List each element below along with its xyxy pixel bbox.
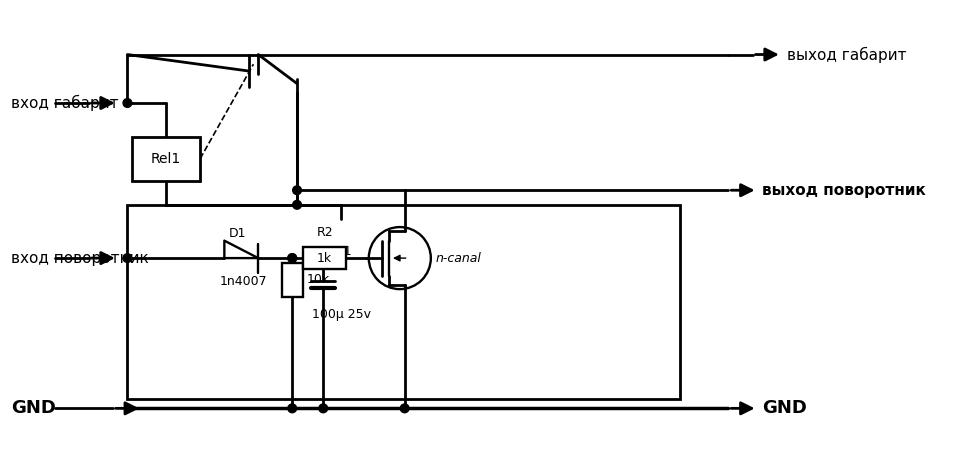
Text: 1n4007: 1n4007 (220, 275, 267, 288)
Text: R2: R2 (317, 226, 333, 239)
Text: выход поворотник: выход поворотник (762, 183, 926, 198)
Text: n-canal: n-canal (436, 252, 482, 264)
Text: C1: C1 (335, 245, 351, 258)
Text: GND: GND (12, 399, 56, 417)
Circle shape (293, 186, 301, 195)
Text: GND: GND (762, 399, 807, 417)
Circle shape (123, 99, 132, 107)
Text: D1: D1 (229, 227, 247, 240)
Text: 10k: 10k (307, 274, 330, 286)
Circle shape (288, 254, 297, 263)
Circle shape (319, 404, 327, 413)
Text: выход габарит: выход габарит (786, 46, 906, 62)
Text: Rel1: Rel1 (151, 152, 181, 166)
Circle shape (123, 254, 132, 263)
Text: 1k: 1k (317, 252, 332, 264)
Circle shape (288, 254, 297, 263)
Bar (128, 205, 680, 399)
Circle shape (288, 404, 297, 413)
Polygon shape (225, 241, 258, 258)
Circle shape (400, 404, 409, 413)
Text: R1: R1 (307, 245, 324, 258)
Bar (302, 247, 347, 269)
Bar (132, 137, 200, 180)
Bar (281, 263, 302, 297)
Text: вход габарит: вход габарит (12, 95, 119, 111)
Text: 100μ 25v: 100μ 25v (312, 308, 371, 320)
Circle shape (293, 201, 301, 209)
Text: вход поворотник: вход поворотник (12, 251, 149, 266)
